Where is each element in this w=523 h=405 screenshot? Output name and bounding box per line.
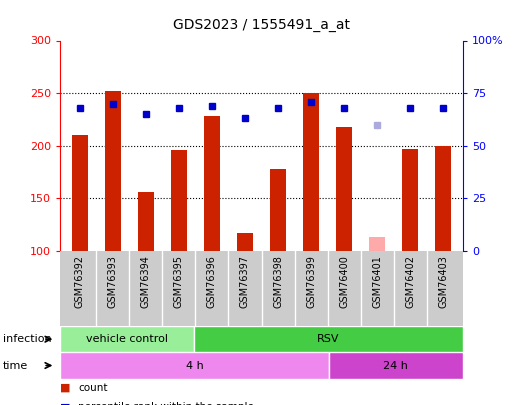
Text: time: time xyxy=(3,360,28,371)
Text: vehicle control: vehicle control xyxy=(86,334,168,344)
Bar xyxy=(60,326,195,352)
Text: GSM76403: GSM76403 xyxy=(438,255,448,308)
Bar xyxy=(303,93,319,251)
Text: GSM76401: GSM76401 xyxy=(372,255,382,308)
Bar xyxy=(195,326,463,352)
Text: GSM76397: GSM76397 xyxy=(240,255,250,308)
Text: ■: ■ xyxy=(60,383,71,393)
Bar xyxy=(402,149,418,251)
Bar xyxy=(170,150,187,251)
Text: RSV: RSV xyxy=(317,334,340,344)
Text: GSM76393: GSM76393 xyxy=(108,255,118,308)
Text: infection: infection xyxy=(3,334,51,344)
Text: GSM76394: GSM76394 xyxy=(141,255,151,308)
Bar xyxy=(60,352,328,379)
Bar xyxy=(270,169,286,251)
Text: percentile rank within the sample: percentile rank within the sample xyxy=(78,402,254,405)
Text: GDS2023 / 1555491_a_at: GDS2023 / 1555491_a_at xyxy=(173,18,350,32)
Text: count: count xyxy=(78,383,108,393)
Bar xyxy=(369,237,385,251)
Bar xyxy=(204,116,220,251)
Text: 24 h: 24 h xyxy=(383,360,408,371)
Text: ■: ■ xyxy=(60,402,71,405)
Bar xyxy=(72,135,88,251)
Bar xyxy=(435,146,451,251)
Text: GSM76399: GSM76399 xyxy=(306,255,316,308)
Bar xyxy=(237,233,253,251)
Bar xyxy=(105,91,121,251)
Text: GSM76396: GSM76396 xyxy=(207,255,217,308)
Text: GSM76398: GSM76398 xyxy=(273,255,283,308)
Bar xyxy=(138,192,154,251)
Text: GSM76400: GSM76400 xyxy=(339,255,349,308)
Bar xyxy=(336,127,353,251)
Text: 4 h: 4 h xyxy=(186,360,203,371)
Bar xyxy=(328,352,463,379)
Text: GSM76402: GSM76402 xyxy=(405,255,415,308)
Text: GSM76392: GSM76392 xyxy=(75,255,85,308)
Text: GSM76395: GSM76395 xyxy=(174,255,184,308)
